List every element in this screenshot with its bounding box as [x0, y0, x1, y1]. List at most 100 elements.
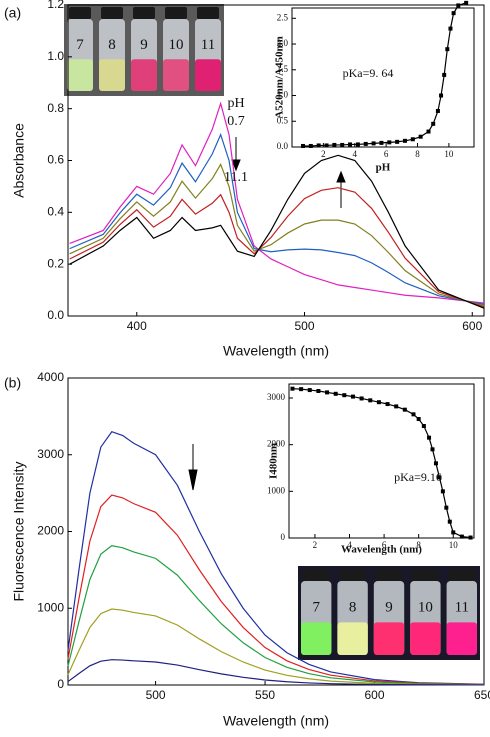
y-tick-label: 3000	[267, 392, 286, 402]
y-tick-label: 1000	[267, 485, 286, 495]
point	[451, 530, 456, 535]
point	[431, 121, 436, 126]
point	[439, 93, 444, 98]
x-tick-label: 500	[295, 319, 315, 333]
vial-cap	[197, 7, 219, 19]
point	[402, 138, 407, 143]
vial-liquid	[446, 622, 477, 655]
y-tick-label: 1.5	[277, 64, 289, 74]
y-tick-label: 1.2	[47, 0, 64, 11]
point	[435, 108, 440, 113]
vial-label: 10	[418, 600, 433, 616]
vial-liquid	[410, 622, 441, 655]
point	[394, 404, 399, 409]
x-tick-label: 8	[416, 540, 421, 550]
point	[451, 11, 456, 16]
point	[379, 140, 384, 145]
vial-label: 9	[385, 600, 393, 616]
y-tick-label: 0.4	[47, 205, 64, 219]
vial-label: 8	[108, 37, 116, 53]
y-axis-label: Fluorescence Intensity	[11, 461, 27, 601]
point	[411, 412, 416, 417]
point	[447, 519, 452, 524]
point	[456, 3, 461, 8]
point	[371, 141, 376, 146]
vial-liquid	[301, 622, 332, 655]
point	[340, 142, 345, 147]
point	[395, 139, 400, 144]
series-line	[69, 187, 485, 308]
vial-liquid	[99, 59, 125, 91]
point	[348, 142, 353, 147]
point	[468, 535, 473, 540]
point	[437, 475, 442, 480]
point	[418, 134, 423, 139]
x-tick-label: 4	[347, 540, 352, 550]
arrows	[188, 137, 346, 491]
point	[299, 387, 304, 392]
point	[416, 417, 421, 421]
point	[430, 447, 435, 452]
y-tick-label: 0.0	[277, 141, 289, 151]
y-tick-label: 1.0	[47, 49, 64, 63]
vial-liquid	[67, 59, 93, 91]
x-tick-label: 650	[474, 688, 490, 702]
y-tick-label: 1000	[37, 600, 64, 614]
arrow-head	[188, 469, 198, 491]
y-axis-label: Absorbance	[11, 123, 27, 198]
vial-liquid	[163, 59, 189, 91]
y-tick-label: 4000	[37, 370, 64, 384]
x-tick-label: 4	[353, 149, 358, 159]
vial-cap	[339, 569, 366, 581]
vial-label: 9	[140, 37, 148, 53]
vial-liquid	[337, 622, 368, 655]
x-tick-label: 550	[255, 688, 275, 702]
vial-label: 11	[455, 600, 469, 616]
point	[333, 391, 338, 396]
vial-cap	[448, 569, 475, 581]
vial-cap	[412, 569, 439, 581]
annotation: 0.7	[227, 114, 245, 129]
vial-label: 8	[349, 600, 357, 616]
annotation: 11.1	[224, 170, 248, 185]
point	[427, 435, 432, 440]
x-tick-label: 6	[384, 149, 389, 159]
series-line	[69, 132, 485, 305]
x-tick-label: 2	[313, 540, 318, 550]
y-tick-label: 2000	[37, 524, 64, 538]
x-tick-label: 8	[415, 149, 420, 159]
vial-liquid	[373, 622, 405, 655]
y-axis-label: A520nm/A450nm	[274, 36, 286, 119]
point	[342, 393, 347, 398]
vial-liquid	[131, 59, 157, 91]
y-tick-label: 0	[57, 677, 64, 691]
annotation: pH	[227, 96, 244, 111]
point	[433, 461, 438, 466]
vial-cap	[69, 7, 91, 19]
point	[300, 143, 305, 148]
y-tick-label: 0.8	[47, 101, 64, 115]
point	[325, 390, 330, 395]
x-tick-label: 10	[444, 149, 454, 159]
point	[426, 129, 431, 134]
point	[402, 407, 407, 412]
x-tick-label: 600	[462, 319, 482, 333]
y-tick-label: 0	[281, 532, 286, 542]
y-tick-label: 2.0	[277, 38, 289, 48]
vial-label: 11	[201, 37, 215, 53]
y-tick-label: 2.5	[277, 12, 289, 22]
point	[316, 389, 321, 393]
point	[308, 143, 313, 148]
y-tick-label: 0.5	[277, 115, 289, 125]
annotation: pKa=9. 64	[343, 66, 394, 80]
series-line	[67, 608, 485, 686]
vial-cap	[375, 569, 403, 581]
vial-cap	[165, 7, 187, 19]
point	[368, 398, 373, 403]
point	[350, 394, 355, 399]
point	[444, 505, 449, 510]
x-axis-label: Wavelength (nm)	[341, 544, 422, 556]
point	[290, 386, 295, 391]
